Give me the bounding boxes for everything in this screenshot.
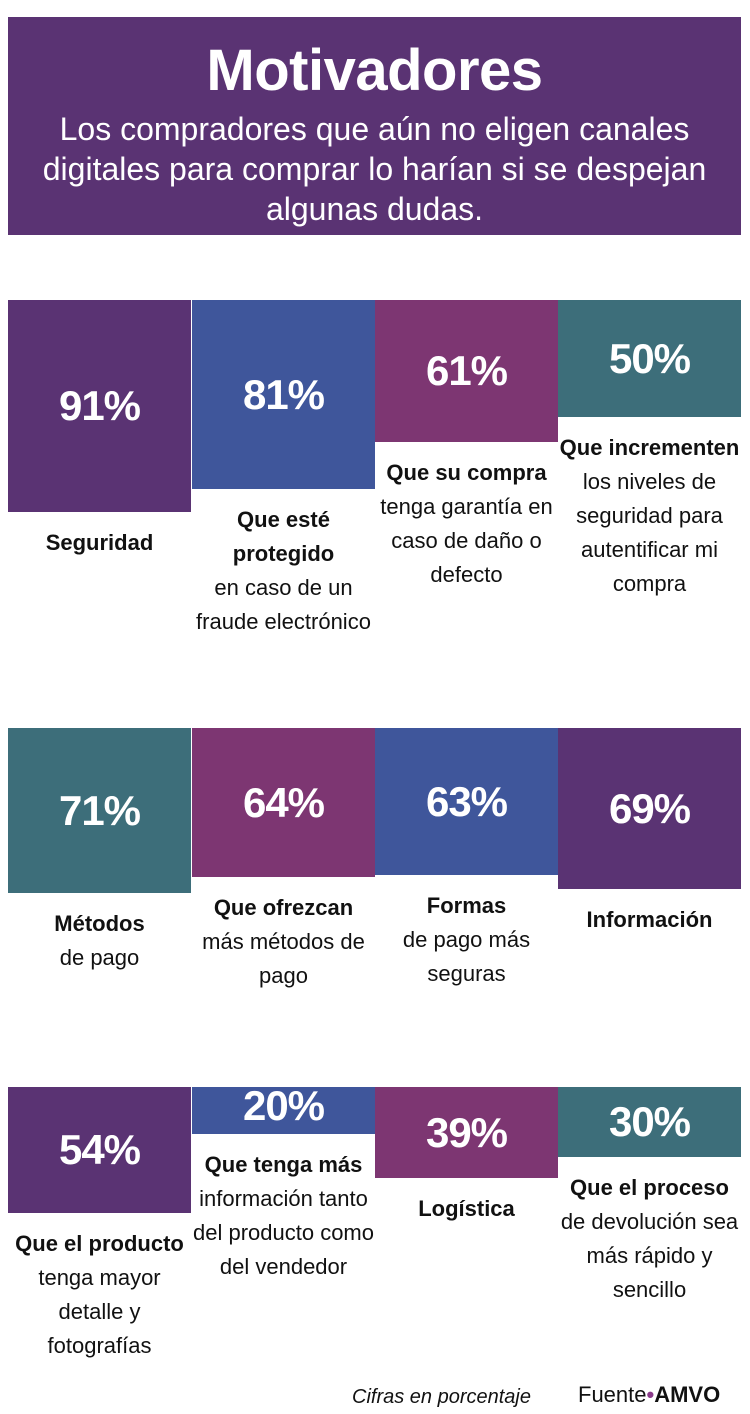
bar-description-text: tenga garantía en caso de daño o defecto <box>380 494 553 587</box>
bar-2-2 <box>192 728 375 877</box>
bar-description-bold: Logística <box>418 1196 515 1221</box>
bar-description-bold: Que ofrezcan <box>213 895 354 920</box>
header-banner: Motivadores Los compradores que aún no e… <box>8 17 741 235</box>
bar-3-2 <box>192 1087 375 1134</box>
page-subtitle: Los compradores que aún no eligen canale… <box>42 111 707 227</box>
bar-description: Información <box>555 903 745 937</box>
bar-2-4 <box>558 728 741 889</box>
figures-note: Cifras en porcentaje <box>352 1386 531 1408</box>
source-credit: Fuente•AMVO <box>578 1382 720 1408</box>
bar-description-bold: Información <box>586 907 713 932</box>
bar-description-text: en caso de un fraude electrónico <box>196 575 371 634</box>
bar-1-4 <box>558 300 741 417</box>
bar-description: Que ofrezcan más métodos de pago <box>189 891 379 993</box>
bar-description: Que el producto tenga mayor detalle y fot… <box>5 1227 195 1363</box>
bar-description: Que su compra tenga garantía en caso de d… <box>372 456 562 592</box>
page-title: Motivadores <box>206 38 543 103</box>
source-org: AMVO <box>654 1382 721 1407</box>
bar-description: Que incrementen los niveles de seguridad … <box>555 431 745 601</box>
source-prefix: Fuente <box>578 1382 647 1407</box>
bar-value-label: 50% <box>608 334 691 382</box>
bar-2-1 <box>8 728 191 893</box>
bar-description-bold: Que el proceso <box>570 1175 729 1200</box>
bar-description-text: de pago <box>59 945 140 970</box>
bar-description-bold: Métodos <box>54 911 145 936</box>
bar-value-label: 20% <box>242 1082 325 1129</box>
bar-value-label: 91% <box>58 382 141 429</box>
source-dot: • <box>646 1382 655 1407</box>
bar-description: Que tenga más información tanto del produ… <box>189 1148 379 1284</box>
bar-value-label: 64% <box>242 778 325 826</box>
bar-description-bold: Que tenga más <box>204 1152 363 1177</box>
bar-description-text: de pago más seguras <box>402 927 531 986</box>
bar-description: Que el proceso de devolución sea más rápi… <box>555 1171 745 1307</box>
bar-description-bold: Que incrementen <box>559 435 740 460</box>
bar-description-bold: Seguridad <box>45 530 154 555</box>
bar-description-bold: Que esté protegido <box>232 507 335 566</box>
bar-description-text: de devolución sea más rápido y sencillo <box>560 1209 739 1302</box>
bar-3-4 <box>558 1087 741 1157</box>
bar-1-1 <box>8 300 191 512</box>
bar-description-text: más métodos de pago <box>202 929 365 988</box>
bar-description-text: los niveles de seguridad para autentific… <box>576 469 723 596</box>
bar-value-label: 63% <box>425 777 508 825</box>
bar-2-3 <box>375 728 558 875</box>
bar-description: Formas de pago más seguras <box>372 889 562 991</box>
bar-description-bold: Que su compra <box>386 460 547 485</box>
bar-value-label: 69% <box>608 784 691 832</box>
bar-1-3 <box>375 300 558 442</box>
bar-description-bold: Formas <box>426 893 507 918</box>
bar-value-label: 61% <box>425 347 508 394</box>
bar-value-label: 39% <box>425 1108 508 1156</box>
bar-value-label: 30% <box>608 1098 691 1145</box>
bar-description: Métodos de pago <box>5 907 195 975</box>
bar-value-label: 54% <box>58 1126 141 1173</box>
bar-description-bold: Que el producto <box>15 1231 184 1256</box>
bar-3-1 <box>8 1087 191 1213</box>
bar-description: Que esté protegido en caso de un fraude e… <box>189 503 379 639</box>
bar-description: Seguridad <box>5 526 195 560</box>
bar-description-text: información tanto del producto como del … <box>193 1186 374 1279</box>
bar-description: Logística <box>372 1192 562 1226</box>
bar-description-text: tenga mayor detalle y fotografías <box>38 1265 161 1358</box>
bar-3-3 <box>375 1087 558 1178</box>
bar-value-label: 71% <box>58 786 141 834</box>
bar-1-2 <box>192 300 375 489</box>
bar-value-label: 81% <box>242 370 325 418</box>
